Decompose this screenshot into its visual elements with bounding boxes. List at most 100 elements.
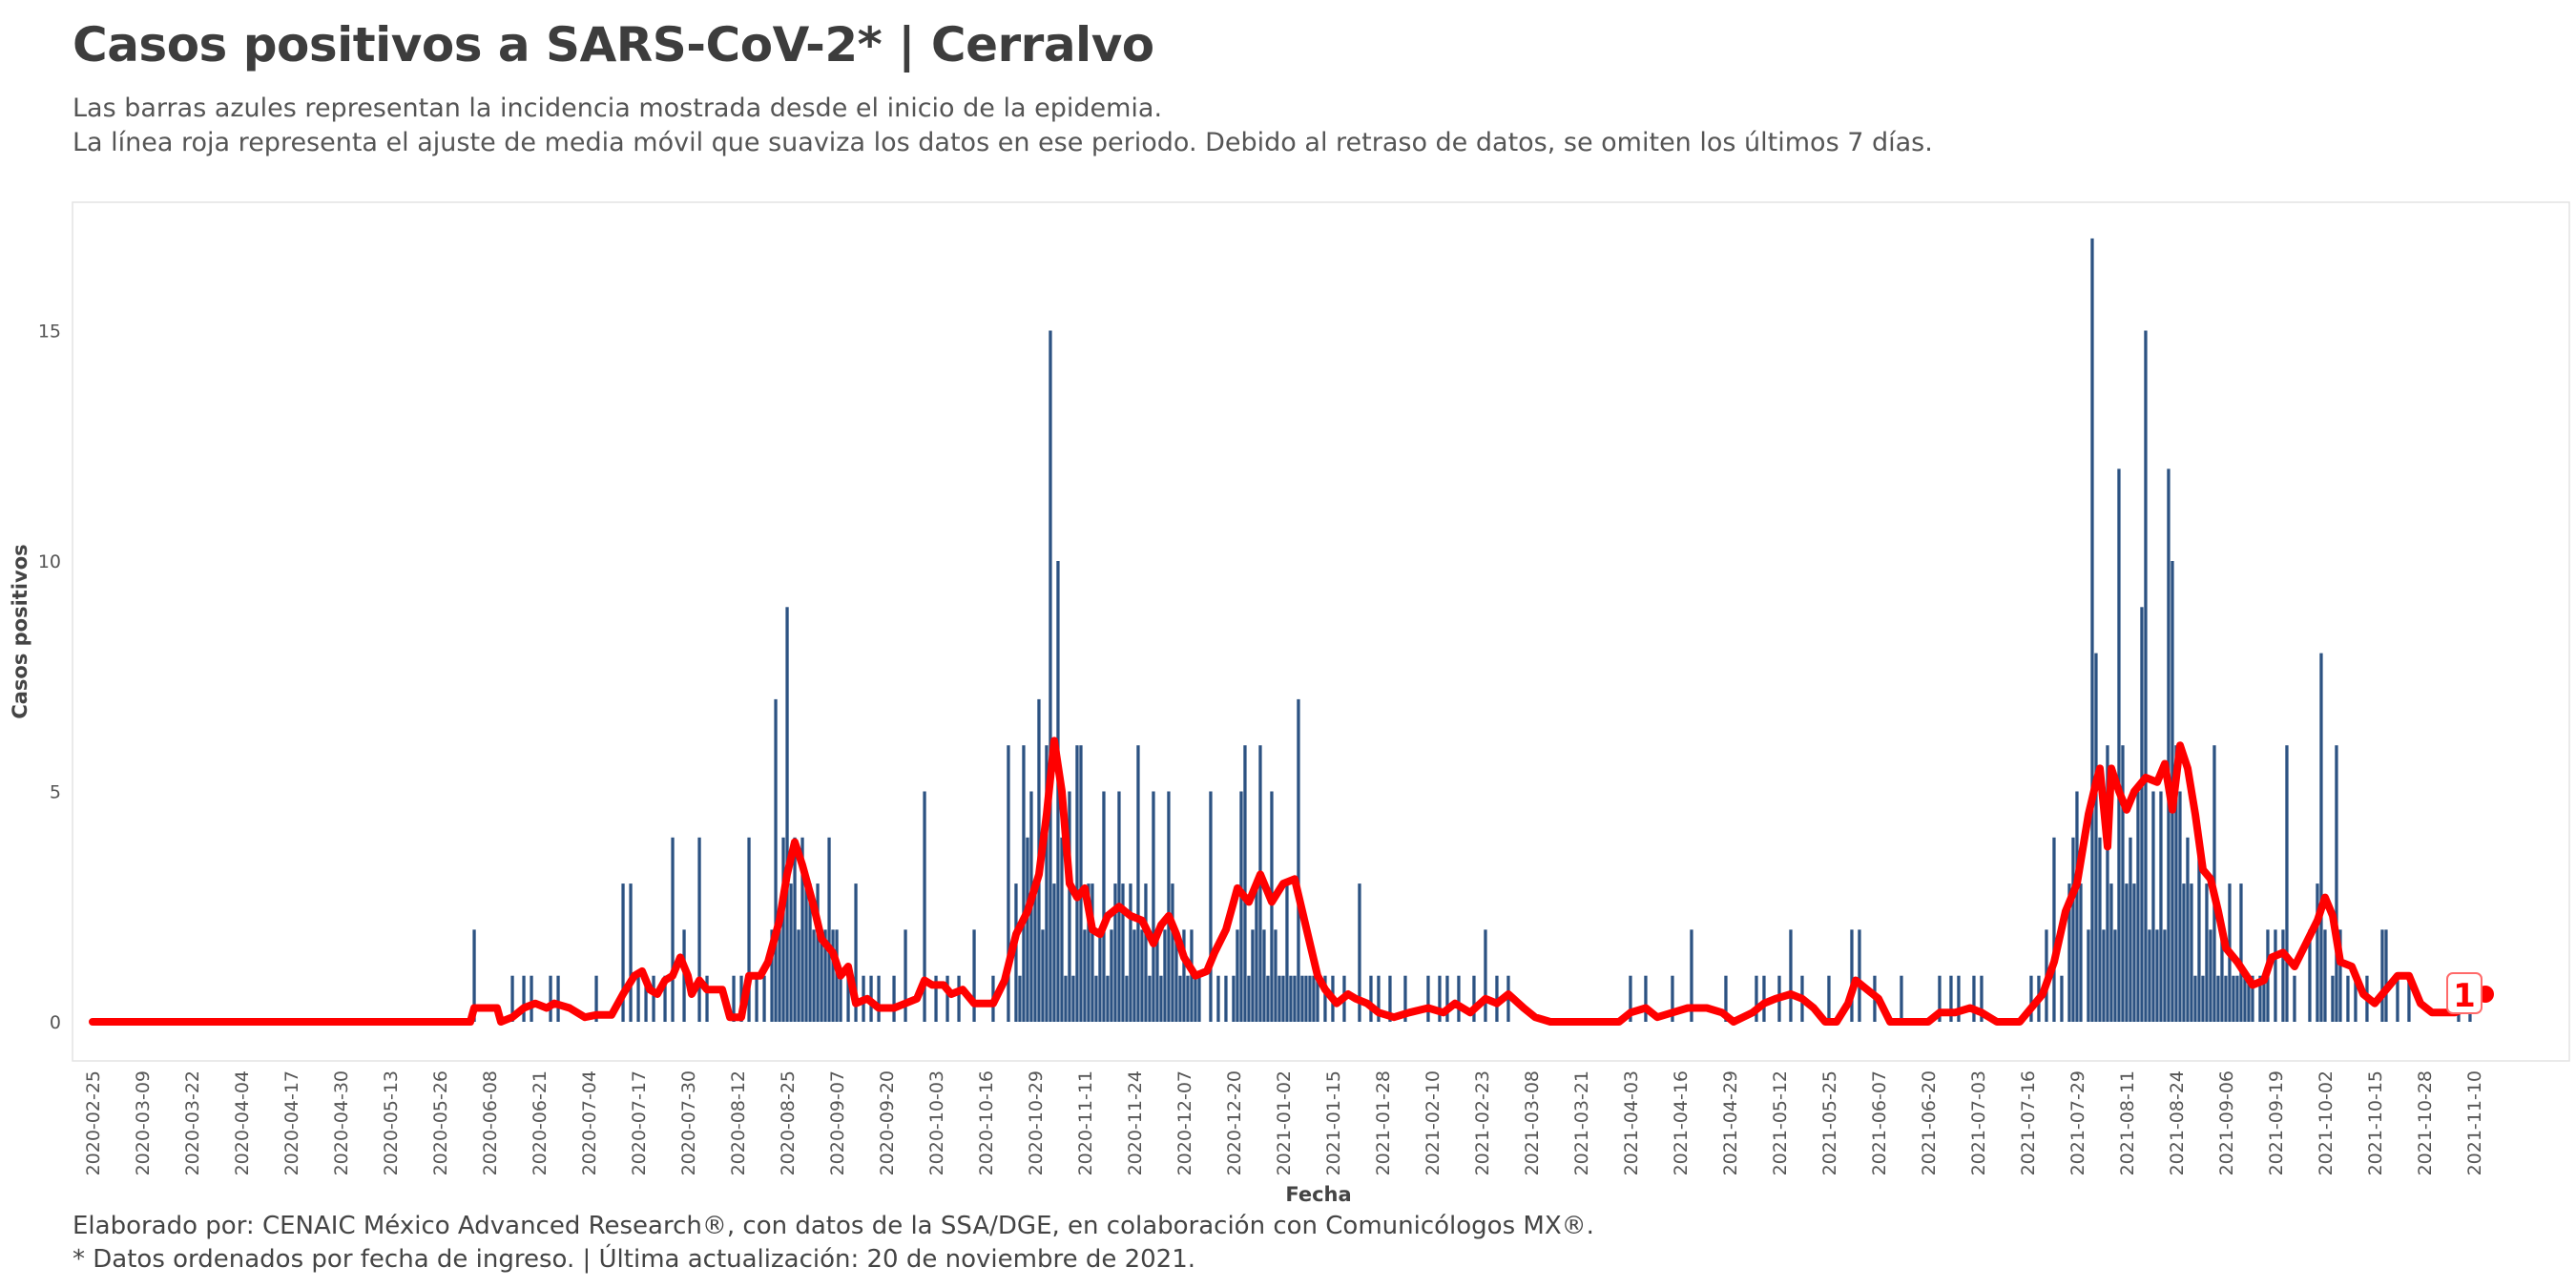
bar bbox=[1239, 791, 1243, 1022]
bar bbox=[621, 883, 625, 1022]
bar bbox=[2167, 468, 2171, 1022]
bar bbox=[1094, 975, 1098, 1022]
bar bbox=[1789, 929, 1793, 1022]
x-tick-label: 2021-01-28 bbox=[1373, 1070, 1394, 1175]
bar bbox=[1304, 975, 1308, 1022]
bar bbox=[1102, 791, 1106, 1022]
bar bbox=[1858, 929, 1861, 1022]
bar bbox=[831, 929, 835, 1022]
bar bbox=[636, 975, 640, 1022]
bar bbox=[732, 975, 736, 1022]
bar bbox=[1171, 883, 1174, 1022]
bar bbox=[945, 975, 949, 1022]
bar bbox=[2380, 929, 2384, 1022]
bar bbox=[1289, 975, 1293, 1022]
bar bbox=[2113, 929, 2117, 1022]
bar bbox=[2136, 791, 2140, 1022]
bar bbox=[644, 975, 648, 1022]
bar bbox=[839, 975, 842, 1022]
x-tick-label: 2020-11-11 bbox=[1075, 1070, 1096, 1175]
bar bbox=[934, 975, 938, 1022]
x-tick-label: 2021-03-21 bbox=[1571, 1070, 1592, 1175]
bar bbox=[2079, 883, 2083, 1022]
bar bbox=[2239, 883, 2243, 1022]
bar bbox=[2323, 929, 2327, 1022]
caption-notes: * Datos ordenados por fecha de ingreso. … bbox=[73, 1245, 1196, 1274]
bar bbox=[2106, 745, 2109, 1022]
bar bbox=[1026, 837, 1029, 1022]
bar bbox=[1155, 929, 1159, 1022]
x-tick-label: 2020-08-12 bbox=[728, 1070, 749, 1175]
x-tick-label: 2021-10-15 bbox=[2365, 1070, 2386, 1175]
bar bbox=[781, 837, 785, 1022]
bar bbox=[1152, 791, 1155, 1022]
bar bbox=[2197, 837, 2201, 1022]
bar bbox=[785, 607, 789, 1022]
bar bbox=[812, 929, 816, 1022]
bar bbox=[2178, 791, 2182, 1022]
bar bbox=[1472, 975, 1476, 1022]
bar bbox=[1163, 929, 1167, 1022]
bar bbox=[1281, 975, 1285, 1022]
bar bbox=[2216, 975, 2220, 1022]
bar bbox=[2258, 975, 2262, 1022]
bar bbox=[671, 837, 675, 1022]
bar bbox=[2090, 238, 2094, 1022]
bar bbox=[663, 975, 667, 1022]
bar bbox=[1186, 975, 1190, 1022]
bar bbox=[2396, 975, 2399, 1022]
bar bbox=[2285, 745, 2289, 1022]
bar bbox=[1178, 975, 1182, 1022]
bar bbox=[1255, 883, 1258, 1022]
bar bbox=[1018, 975, 1022, 1022]
x-tick-label: 2021-02-10 bbox=[1423, 1070, 1444, 1175]
bar bbox=[1426, 975, 1430, 1022]
bar bbox=[1724, 975, 1728, 1022]
bar bbox=[2075, 791, 2079, 1022]
x-tick-label: 2020-06-08 bbox=[480, 1070, 501, 1175]
bar bbox=[1087, 883, 1091, 1022]
bar bbox=[2109, 883, 2113, 1022]
bar bbox=[2243, 975, 2247, 1022]
x-tick-label: 2021-04-03 bbox=[1621, 1070, 1642, 1175]
bar bbox=[1247, 975, 1251, 1022]
bar bbox=[1159, 975, 1163, 1022]
bar bbox=[2132, 883, 2136, 1022]
bar bbox=[778, 929, 781, 1022]
bar-series bbox=[472, 238, 2472, 1022]
x-tick-label: 2020-03-09 bbox=[133, 1070, 154, 1175]
bar bbox=[827, 837, 831, 1022]
x-tick-label: 2021-09-19 bbox=[2266, 1070, 2287, 1175]
x-tick-label: 2020-12-07 bbox=[1174, 1070, 1195, 1175]
chart-title: Casos positivos a SARS-CoV-2* | Cerralvo bbox=[73, 17, 1154, 73]
bar bbox=[1300, 975, 1304, 1022]
bar bbox=[1064, 975, 1068, 1022]
bar bbox=[1438, 975, 1442, 1022]
bar bbox=[1079, 745, 1083, 1022]
bar bbox=[1762, 975, 1766, 1022]
x-tick-label: 2020-04-04 bbox=[232, 1070, 253, 1175]
bar bbox=[1045, 745, 1049, 1022]
bar bbox=[629, 883, 633, 1022]
bar bbox=[2220, 929, 2224, 1022]
caption-credits: Elaborado por: CENAIC México Advanced Re… bbox=[73, 1212, 1594, 1240]
x-tick-label: 2020-10-03 bbox=[926, 1070, 947, 1175]
x-tick-label: 2021-01-02 bbox=[1274, 1070, 1295, 1175]
bar bbox=[1484, 929, 1487, 1022]
chart-subtitle-line-1: Las barras azules representan la inciden… bbox=[73, 93, 1163, 123]
bar bbox=[2335, 745, 2338, 1022]
x-tick-label: 2021-11-10 bbox=[2464, 1070, 2485, 1175]
x-tick-label: 2021-01-15 bbox=[1323, 1070, 1344, 1175]
bar bbox=[2190, 883, 2193, 1022]
x-tick-label: 2021-05-12 bbox=[1770, 1070, 1791, 1175]
x-tick-label: 2021-07-03 bbox=[1968, 1070, 1989, 1175]
bar bbox=[556, 975, 560, 1022]
bar bbox=[1091, 883, 1094, 1022]
bar bbox=[2224, 975, 2228, 1022]
x-tick-label: 2020-06-21 bbox=[530, 1070, 551, 1175]
bar bbox=[530, 975, 533, 1022]
bar bbox=[1297, 698, 1300, 1022]
bar bbox=[510, 975, 514, 1022]
moving-average-line bbox=[89, 737, 2489, 1026]
bar bbox=[1377, 975, 1381, 1022]
